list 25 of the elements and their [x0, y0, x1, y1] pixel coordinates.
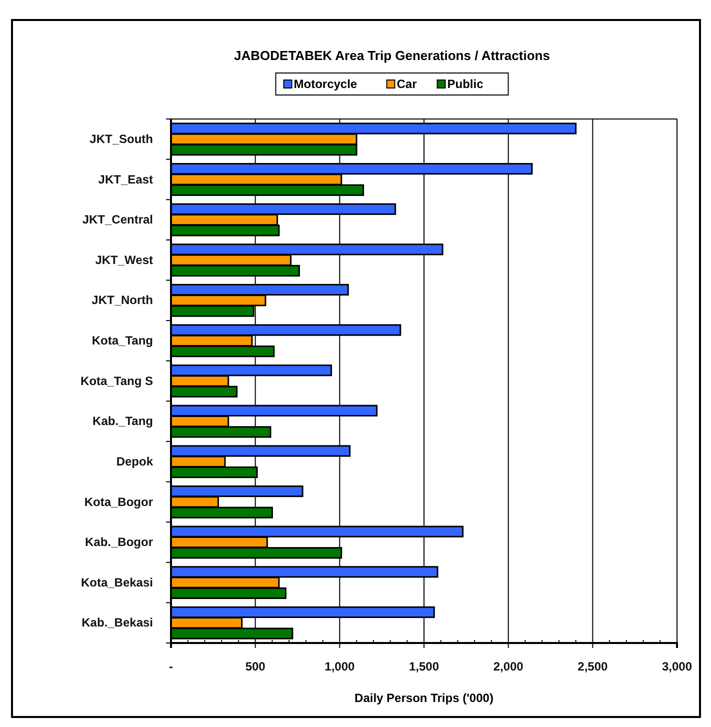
- y-tick-label: JKT_North: [92, 293, 153, 308]
- y-tick-label: JKT_West: [95, 252, 154, 267]
- x-tick-label: 2,500: [578, 660, 608, 674]
- x-axis-title: Daily Person Trips ('000): [354, 691, 494, 705]
- x-tick-label: 1,500: [408, 660, 440, 674]
- y-tick-label: JKT_East: [98, 172, 153, 186]
- x-tick-label: 2,000: [493, 660, 524, 674]
- y-tick-label: Kota_Bogor: [84, 494, 154, 509]
- y-tick-label: JKT_South: [90, 132, 153, 146]
- y-tick-label: Kab._Tang: [92, 414, 153, 428]
- x-tick-label: 500: [245, 660, 266, 674]
- x-tick-label: 3,000: [662, 660, 692, 674]
- legend-label: Motorcycle: [294, 77, 358, 91]
- x-tick-label: 1,000: [324, 660, 356, 674]
- chart-title: JABODETABEK Area Trip Generations / Attractions: [234, 48, 550, 63]
- y-tick-label: JKT_Central: [82, 212, 153, 227]
- legend-label: Public: [447, 77, 484, 91]
- y-tick-label: Kab._Bogor: [84, 535, 154, 550]
- x-tick-label: -: [169, 660, 173, 674]
- y-tick-label: Kota_Bekasi: [80, 575, 153, 590]
- y-tick-label: Kab._Bekasi: [82, 616, 153, 630]
- y-tick-label: Depok: [116, 454, 154, 468]
- y-tick-label: Kota_Tang S: [80, 374, 153, 388]
- legend-label: Car: [396, 77, 418, 91]
- y-tick-label: Kota_Tang: [92, 334, 153, 348]
